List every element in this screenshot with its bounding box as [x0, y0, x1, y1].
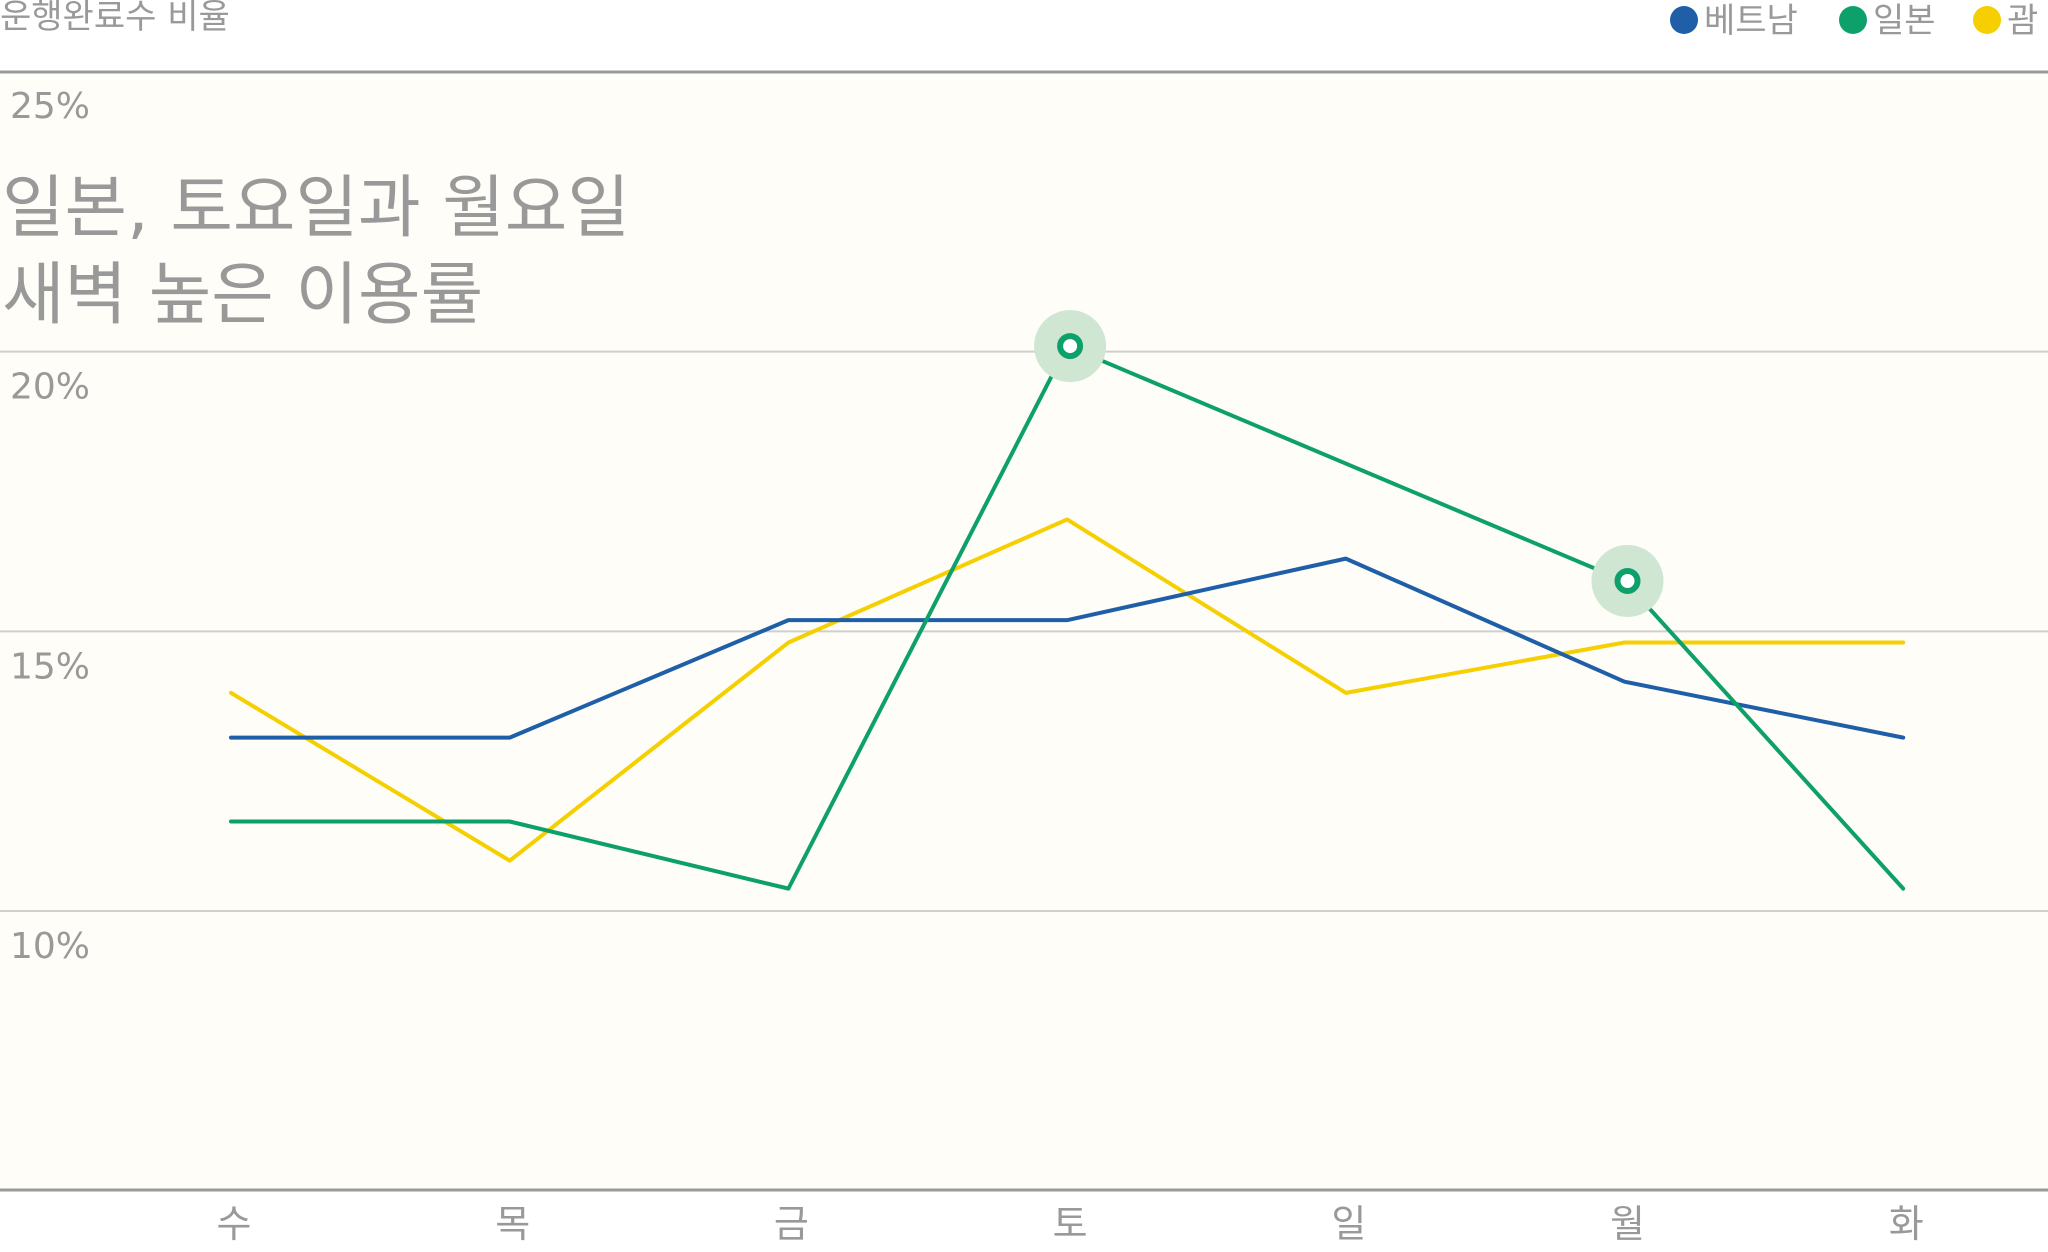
highlighted-points	[1034, 310, 1664, 617]
gridlines	[0, 70, 2048, 912]
series-line-베트남	[229, 556, 1906, 740]
x-tick-label: 목	[495, 1202, 530, 1246]
annotation: 일본, 토요일과 월요일 새벽 높은 이용률	[2, 169, 630, 335]
y-tick-label: 20%	[10, 367, 90, 408]
x-tick-label: 수	[217, 1202, 252, 1246]
highlight-marker	[1057, 333, 1084, 360]
legend-label: 괌	[2007, 1, 2038, 41]
y-tick-label: 25%	[10, 86, 90, 127]
series-line-괌	[229, 517, 1906, 863]
legend: 베트남 일본 괌	[1670, 1, 2038, 41]
legend-swatch	[1973, 6, 2001, 34]
y-tick-label: 10%	[10, 926, 90, 967]
x-tick-label: 화	[1889, 1202, 1924, 1246]
legend-swatch	[1839, 6, 1867, 34]
x-tick-label: 토	[1053, 1202, 1088, 1246]
y-axis-label: 운행완료수 비율	[0, 0, 230, 37]
legend-item-괌: 괌	[1973, 1, 2038, 41]
highlight-marker	[1614, 567, 1641, 594]
legend-label: 베트남	[1704, 1, 1798, 41]
annotation-line-1: 일본, 토요일과 월요일	[2, 169, 630, 248]
y-tick-labels: 10% 15% 20% 25%	[10, 86, 90, 967]
legend-item-베트남: 베트남	[1670, 1, 1798, 41]
x-tick-label: 월	[1610, 1202, 1645, 1246]
x-tick-label: 일	[1331, 1202, 1366, 1246]
legend-item-일본: 일본	[1839, 1, 1936, 41]
x-tick-label: 금	[774, 1202, 809, 1246]
annotation-line-2: 새벽 높은 이용률	[2, 256, 483, 335]
legend-swatch	[1670, 6, 1698, 34]
y-tick-label: 15%	[10, 646, 90, 687]
legend-label: 일본	[1873, 1, 1936, 41]
